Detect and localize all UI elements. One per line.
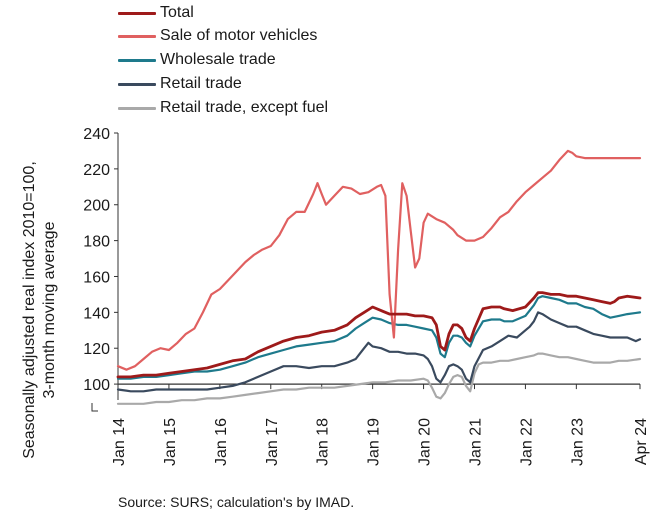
axes-layer: 100 120 140 160 180 200 220 240 Jan 14 Jan 15 Jan … (83, 126, 650, 466)
y-tick-label: 100 (83, 377, 110, 394)
x-tick-label: Jan 15 (162, 418, 179, 466)
legend-item-total: Total (118, 1, 194, 25)
y-axis-label-line-1: Seasonally adjusted real index 2010=100, (21, 161, 38, 459)
y-axis-break-mark (91, 403, 98, 412)
x-tick-label: Apr 24 (633, 418, 650, 465)
legend-swatch-retail-trade-except-fuel (118, 106, 156, 110)
y-axis-label: Seasonally adjusted real index 2010=100,… (20, 120, 60, 500)
legend-swatch-sale-of-motor-vehicles (118, 34, 156, 38)
legend-label-sale-of-motor-vehicles: Sale of motor vehicles (160, 27, 318, 44)
series-line-total (116, 291, 642, 379)
y-tick-label: 180 (83, 234, 110, 251)
x-tick-label: Jan 18 (315, 418, 332, 466)
legend-label-retail-trade-except-fuel: Retail trade, except fuel (160, 99, 329, 116)
legend-label-wholesale-trade: Wholesale trade (160, 51, 276, 68)
legend-item-retail-trade-except-fuel: Retail trade, except fuel (118, 96, 328, 120)
y-tick-label: 200 (83, 198, 110, 215)
x-tick-label: Jan 20 (417, 418, 434, 466)
series-line-wholesale-trade (116, 295, 642, 380)
series-line-retail-trade-except-fuel (116, 352, 642, 405)
legend-label-retail-trade: Retail trade (160, 75, 242, 92)
series-layer (116, 149, 642, 405)
legend-swatch-wholesale-trade (118, 58, 156, 62)
legend-item-wholesale-trade: Wholesale trade (118, 48, 276, 72)
source-note: Source: SURS; calculation's by IMAD. (118, 494, 355, 510)
legend-label-total: Total (160, 4, 194, 21)
legend-item-sale-of-motor-vehicles: Sale of motor vehicles (118, 24, 317, 48)
legend-swatch-total (118, 11, 156, 15)
series-line-retail-trade (116, 311, 642, 393)
legend-item-retail-trade: Retail trade (118, 72, 242, 96)
x-tick-label: Jan 16 (213, 418, 230, 466)
x-tick-label: Jan 19 (366, 418, 383, 466)
y-tick-label: 240 (83, 126, 110, 143)
x-tick-label: Jan 21 (467, 418, 484, 466)
x-tick-label: Jan 23 (569, 418, 586, 466)
x-tick-label: Jan 14 (111, 418, 128, 466)
x-tick-label: Jan 17 (264, 418, 281, 466)
y-tick-label: 220 (83, 162, 110, 179)
y-axis-label-line-2: 3-month moving average (41, 221, 58, 399)
legend-swatch-retail-trade (118, 82, 156, 86)
series-line-sale-of-motor-vehicles (116, 149, 642, 371)
x-tick-label: Jan 22 (518, 418, 535, 466)
y-tick-label: 120 (83, 341, 110, 358)
y-tick-label: 160 (83, 269, 110, 286)
y-tick-label: 140 (83, 305, 110, 322)
